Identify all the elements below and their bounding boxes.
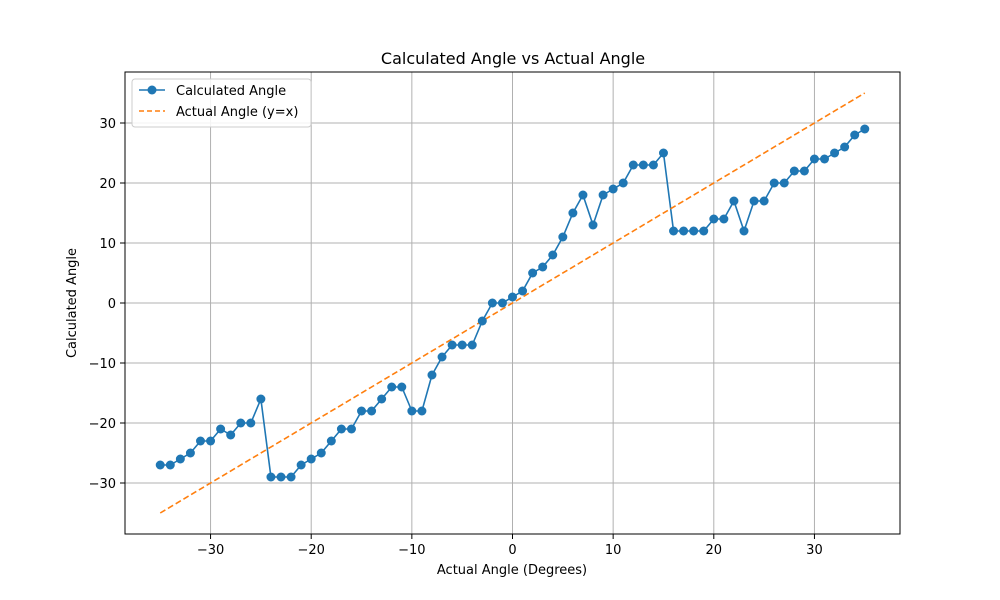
x-tick-label: −30 xyxy=(197,543,224,558)
series-calculated-point xyxy=(840,142,850,152)
series-calculated-point xyxy=(699,226,709,236)
y-axis: −30 −20 −10 0 10 20 30 xyxy=(89,117,125,492)
series-calculated-point xyxy=(437,352,447,362)
series-calculated-point xyxy=(830,148,840,158)
series-calculated-point xyxy=(256,394,266,404)
y-tick-label: 30 xyxy=(99,117,116,132)
series-calculated-point xyxy=(558,232,568,242)
legend-box xyxy=(131,78,312,128)
series-calculated-point xyxy=(316,448,326,458)
series-calculated-point xyxy=(185,448,195,458)
series-calculated-point xyxy=(568,208,578,218)
series-calculated-point xyxy=(276,472,286,482)
x-tick-label: 30 xyxy=(806,543,823,558)
series-calculated-point xyxy=(367,406,377,416)
series-calculated-point xyxy=(608,184,618,194)
series-actual-line xyxy=(159,92,866,514)
series-calculated-point xyxy=(548,250,558,260)
series-calculated-point xyxy=(477,316,487,326)
series-calculated-point xyxy=(669,226,679,236)
y-axis-label: Calculated Angle xyxy=(65,248,80,358)
series-calculated-point xyxy=(447,340,457,350)
series-calculated-point xyxy=(860,124,870,134)
series-calculated-point xyxy=(226,430,236,440)
legend-label-calculated: Calculated Angle xyxy=(176,84,286,99)
series-calculated-point xyxy=(417,406,427,416)
series-calculated-point xyxy=(518,286,528,296)
series-calculated-point xyxy=(749,196,759,206)
series-calculated-point xyxy=(377,394,387,404)
series-calculated-point xyxy=(820,154,830,164)
x-axis-label: Actual Angle (Degrees) xyxy=(437,563,587,578)
x-tick-label: 0 xyxy=(508,543,516,558)
series-calculated-point xyxy=(779,178,789,188)
x-tick-label: 10 xyxy=(605,543,622,558)
series-calculated-point xyxy=(538,262,548,272)
series-calculated-point xyxy=(457,340,467,350)
series-calculated-point xyxy=(357,406,367,416)
series-calculated-point xyxy=(850,130,860,140)
y-tick-label: 20 xyxy=(99,177,116,192)
series-calculated-point xyxy=(397,382,407,392)
series-calculated-point xyxy=(759,196,769,206)
legend: Calculated Angle Actual Angle (y=x) xyxy=(131,78,312,128)
series-calculated-point xyxy=(195,436,205,446)
series-calculated-point xyxy=(739,226,749,236)
series-calculated-point xyxy=(175,454,185,464)
chart-title: Calculated Angle vs Actual Angle xyxy=(381,49,645,68)
series-calculated-point xyxy=(296,460,306,470)
y-tick-label: −20 xyxy=(89,417,116,432)
legend-marker-calculated xyxy=(147,85,157,95)
series-calculated-point xyxy=(618,178,628,188)
series-calculated-point xyxy=(709,214,719,224)
y-tick-label: −10 xyxy=(89,357,116,372)
series-calculated-point xyxy=(306,454,316,464)
series-calculated-point xyxy=(799,166,809,176)
series-calculated-point xyxy=(346,424,356,434)
series-calculated-point xyxy=(809,154,819,164)
series-calculated-point xyxy=(155,460,165,470)
series-calculated-point xyxy=(336,424,346,434)
series-calculated-point xyxy=(266,472,276,482)
series-calculated-point xyxy=(729,196,739,206)
x-tick-label: −10 xyxy=(398,543,425,558)
x-axis: −30 −20 −10 0 10 20 30 xyxy=(197,534,823,558)
series-calculated-point xyxy=(719,214,729,224)
series-calculated-point xyxy=(467,340,477,350)
series-calculated-point xyxy=(628,160,638,170)
x-tick-label: 20 xyxy=(706,543,723,558)
x-tick-label: −20 xyxy=(297,543,324,558)
series-calculated-point xyxy=(236,418,246,428)
series-calculated-point xyxy=(206,436,216,446)
series-calculated-point xyxy=(326,436,336,446)
series-calculated-point xyxy=(679,226,689,236)
series-calculated-point xyxy=(598,190,608,200)
series-calculated-point xyxy=(658,148,668,158)
series-calculated-point xyxy=(407,406,417,416)
y-tick-label: 0 xyxy=(108,297,116,312)
series-calculated-point xyxy=(427,370,437,380)
series-calculated-point xyxy=(689,226,699,236)
series-calculated-point xyxy=(497,298,507,308)
legend-label-actual: Actual Angle (y=x) xyxy=(176,105,298,120)
series-calculated-point xyxy=(789,166,799,176)
series-calculated-point xyxy=(588,220,598,230)
series-calculated-point xyxy=(578,190,588,200)
series-calculated-point xyxy=(286,472,296,482)
series-calculated-point xyxy=(769,178,779,188)
series-calculated-point xyxy=(487,298,497,308)
y-tick-label: −30 xyxy=(89,477,116,492)
series-calculated-point xyxy=(165,460,175,470)
series-calculated-point xyxy=(387,382,397,392)
series-calculated-point xyxy=(246,418,256,428)
y-tick-label: 10 xyxy=(99,237,116,252)
series-calculated-point xyxy=(216,424,226,434)
series-calculated-point xyxy=(648,160,658,170)
series-calculated-point xyxy=(508,292,517,302)
plot-area xyxy=(155,92,870,514)
series-calculated-point xyxy=(528,268,538,278)
series-calculated-point xyxy=(638,160,648,170)
